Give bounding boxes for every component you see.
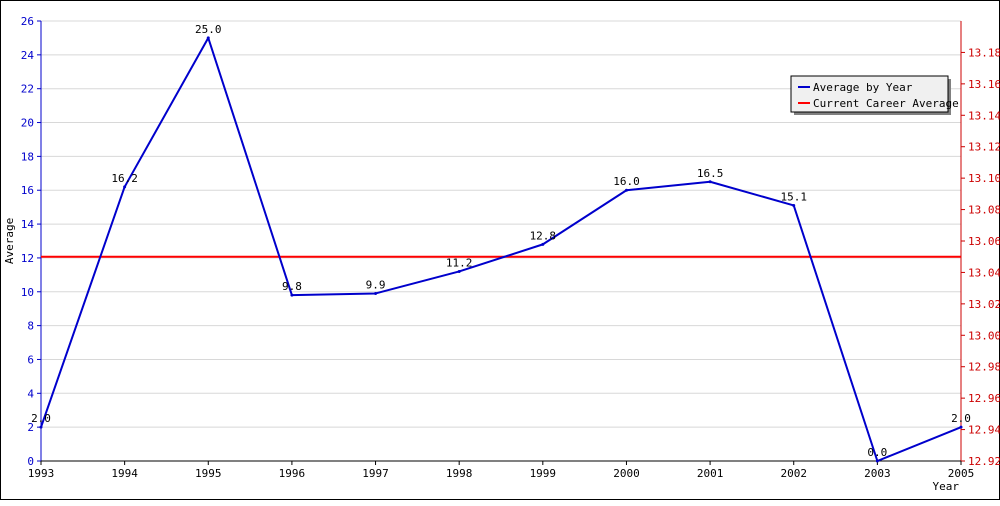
data-point bbox=[39, 425, 43, 429]
left-tick-label: 0 bbox=[27, 455, 34, 468]
right-axis-ticks: 12.92 12.94 12.96 12.98 13.00 13.02 13.04 13.06… bbox=[961, 46, 1000, 468]
data-point bbox=[123, 185, 127, 189]
data-point bbox=[457, 269, 461, 273]
right-tick-label: 13.06 bbox=[968, 235, 1000, 248]
gridlines bbox=[41, 20, 961, 462]
data-point bbox=[374, 291, 378, 295]
x-tick-label: 1998 bbox=[446, 467, 473, 480]
data-label: 2.0 bbox=[951, 412, 971, 425]
left-tick-label: 6 bbox=[27, 353, 34, 366]
data-label: 25.0 bbox=[195, 23, 222, 36]
right-tick-label: 13.02 bbox=[968, 298, 1000, 311]
x-tick-label: 1994 bbox=[111, 467, 138, 480]
right-tick-label: 13.16 bbox=[968, 78, 1000, 91]
x-tick-label: 1993 bbox=[28, 467, 55, 480]
x-tick-label: 2003 bbox=[864, 467, 891, 480]
left-tick-label: 12 bbox=[21, 252, 34, 265]
data-label: 16.5 bbox=[697, 167, 724, 180]
x-tick-label: 1995 bbox=[195, 467, 222, 480]
data-point bbox=[541, 242, 545, 246]
x-tick-label: 2000 bbox=[613, 467, 640, 480]
legend-label-current-career-average: Current Career Average bbox=[813, 97, 959, 110]
data-label: 12.8 bbox=[530, 229, 557, 242]
data-point bbox=[792, 203, 796, 207]
left-tick-label: 20 bbox=[21, 117, 34, 130]
x-tick-label: 1997 bbox=[362, 467, 389, 480]
left-tick-label: 4 bbox=[27, 387, 34, 400]
data-label: 2.0 bbox=[31, 412, 51, 425]
x-axis-title: Year bbox=[933, 480, 960, 493]
right-tick-label: 13.18 bbox=[968, 46, 1000, 59]
data-label: 9.8 bbox=[282, 280, 302, 293]
left-tick-label: 2 bbox=[27, 421, 34, 434]
data-label: 15.1 bbox=[780, 190, 807, 203]
right-tick-label: 12.98 bbox=[968, 361, 1000, 374]
data-labels: 2.0 16.2 25.0 9.8 9.9 11.2 12.8 16.0 16.5 15.1 0.0… bbox=[31, 23, 971, 459]
series-layer bbox=[39, 36, 963, 463]
left-tick-label: 16 bbox=[21, 184, 34, 197]
legend-label-average-by-year: Average by Year bbox=[813, 81, 913, 94]
x-tick-label: 1996 bbox=[279, 467, 306, 480]
x-tick-label: 1999 bbox=[530, 467, 557, 480]
data-point bbox=[875, 459, 879, 463]
legend: Average by Year Current Career Average bbox=[790, 75, 959, 115]
right-tick-label: 13.12 bbox=[968, 141, 1000, 154]
right-tick-label: 12.92 bbox=[968, 455, 1000, 468]
right-tick-label: 12.96 bbox=[968, 392, 1000, 405]
data-label: 16.0 bbox=[613, 175, 640, 188]
x-tick-label: 2005 bbox=[948, 467, 975, 480]
data-point bbox=[290, 293, 294, 297]
data-point bbox=[206, 36, 210, 40]
left-tick-label: 22 bbox=[21, 83, 34, 96]
x-axis-ticks: 1993 1994 1995 1996 1997 1998 1999 2000 2001 2002… bbox=[28, 461, 975, 480]
left-tick-label: 10 bbox=[21, 286, 34, 299]
y-axis-title: Average bbox=[3, 218, 16, 264]
right-tick-label: 13.10 bbox=[968, 172, 1000, 185]
legend-box bbox=[790, 75, 949, 113]
data-point bbox=[959, 425, 963, 429]
left-tick-label: 18 bbox=[21, 150, 34, 163]
left-tick-label: 26 bbox=[21, 15, 34, 28]
left-tick-label: 24 bbox=[21, 49, 35, 62]
x-tick-label: 2002 bbox=[780, 467, 807, 480]
data-label: 11.2 bbox=[446, 256, 473, 269]
data-point bbox=[624, 188, 628, 192]
right-tick-label: 13.14 bbox=[968, 109, 1000, 122]
data-label: 0.0 bbox=[867, 446, 887, 459]
average-by-year-line bbox=[40, 36, 962, 462]
data-label: 16.2 bbox=[111, 172, 138, 185]
data-label: 9.9 bbox=[366, 278, 386, 291]
right-tick-label: 13.00 bbox=[968, 329, 1000, 342]
left-tick-label: 8 bbox=[27, 320, 34, 333]
left-tick-label: 14 bbox=[21, 218, 35, 231]
x-tick-label: 2001 bbox=[697, 467, 724, 480]
right-tick-label: 13.08 bbox=[968, 204, 1000, 217]
right-tick-label: 12.94 bbox=[968, 424, 1000, 437]
right-tick-label: 13.04 bbox=[968, 266, 1000, 279]
data-point bbox=[708, 180, 712, 184]
